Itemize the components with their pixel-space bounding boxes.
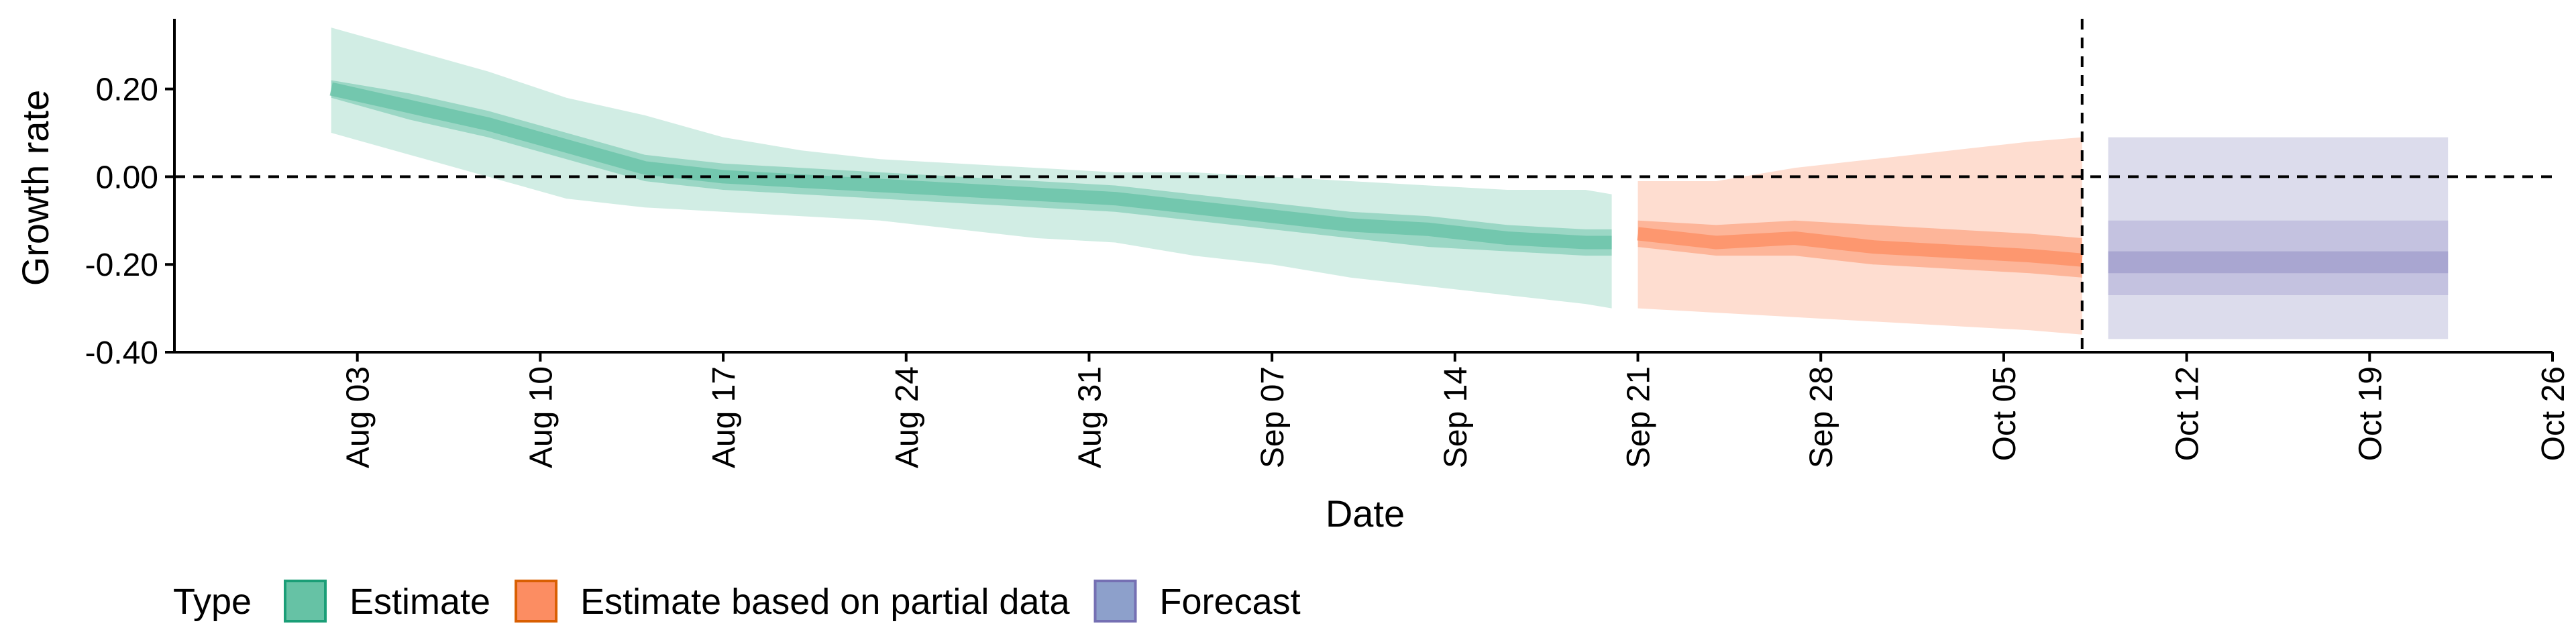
axes	[173, 19, 2553, 354]
y-tick-label: -0.40	[85, 335, 158, 371]
legend-label-forecast: Forecast	[1160, 582, 1301, 622]
series-forecast	[2108, 137, 2449, 339]
y-axis-ticks: -0.40 -0.20 0.00 0.20	[85, 72, 174, 371]
y-tick-label: -0.20	[85, 248, 158, 283]
x-tick-label: Sep 21	[1621, 366, 1657, 468]
legend-label-estimate-based-on-partial-data: Estimate based on partial data	[580, 582, 1070, 622]
legend-swatch-estimate-based-on-partial-data	[515, 580, 558, 623]
estimate-based-on-partial-data-median-line	[1637, 227, 2083, 267]
estimate-median-line	[329, 82, 1612, 250]
series-estimate-based-on-partial-data	[1637, 137, 2083, 335]
x-tick-label: Oct 05	[1987, 366, 2023, 461]
x-axis-ticks: Aug 03 Aug 10 Aug 17 Aug 24 Aug 31 Sep 07 Sep …	[341, 352, 2571, 468]
legend-swatch-estimate	[284, 580, 327, 623]
x-tick-label: Sep 07	[1255, 366, 1291, 468]
legend-swatch-forecast	[1093, 580, 1137, 623]
x-axis-title: Date	[1326, 492, 1405, 535]
x-tick-label: Aug 03	[341, 366, 376, 468]
y-tick-label: 0.20	[96, 72, 158, 108]
x-tick-label: Oct 12	[2170, 366, 2206, 461]
estimate-band-90	[331, 28, 1612, 309]
series-estimate	[329, 28, 1612, 309]
series-bands	[329, 28, 2449, 339]
y-axis-title: Growth rate	[14, 90, 56, 286]
x-tick-label: Aug 17	[706, 366, 742, 468]
reference-lines	[174, 19, 2553, 352]
x-tick-label: Oct 26	[2536, 366, 2571, 461]
x-tick-label: Sep 28	[1804, 366, 1839, 468]
legend-label-estimate: Estimate	[350, 582, 490, 622]
legend: Type Estimate Estimate based on partial d…	[173, 580, 1301, 623]
y-tick-label: 0.00	[96, 160, 158, 195]
x-tick-label: Aug 31	[1073, 366, 1108, 468]
x-tick-label: Oct 19	[2353, 366, 2388, 461]
legend-title: Type	[173, 582, 252, 622]
x-tick-label: Aug 10	[523, 366, 559, 468]
x-tick-label: Aug 24	[890, 366, 925, 468]
forecast-band-inner	[2108, 251, 2449, 274]
x-tick-label: Sep 14	[1438, 366, 1474, 468]
